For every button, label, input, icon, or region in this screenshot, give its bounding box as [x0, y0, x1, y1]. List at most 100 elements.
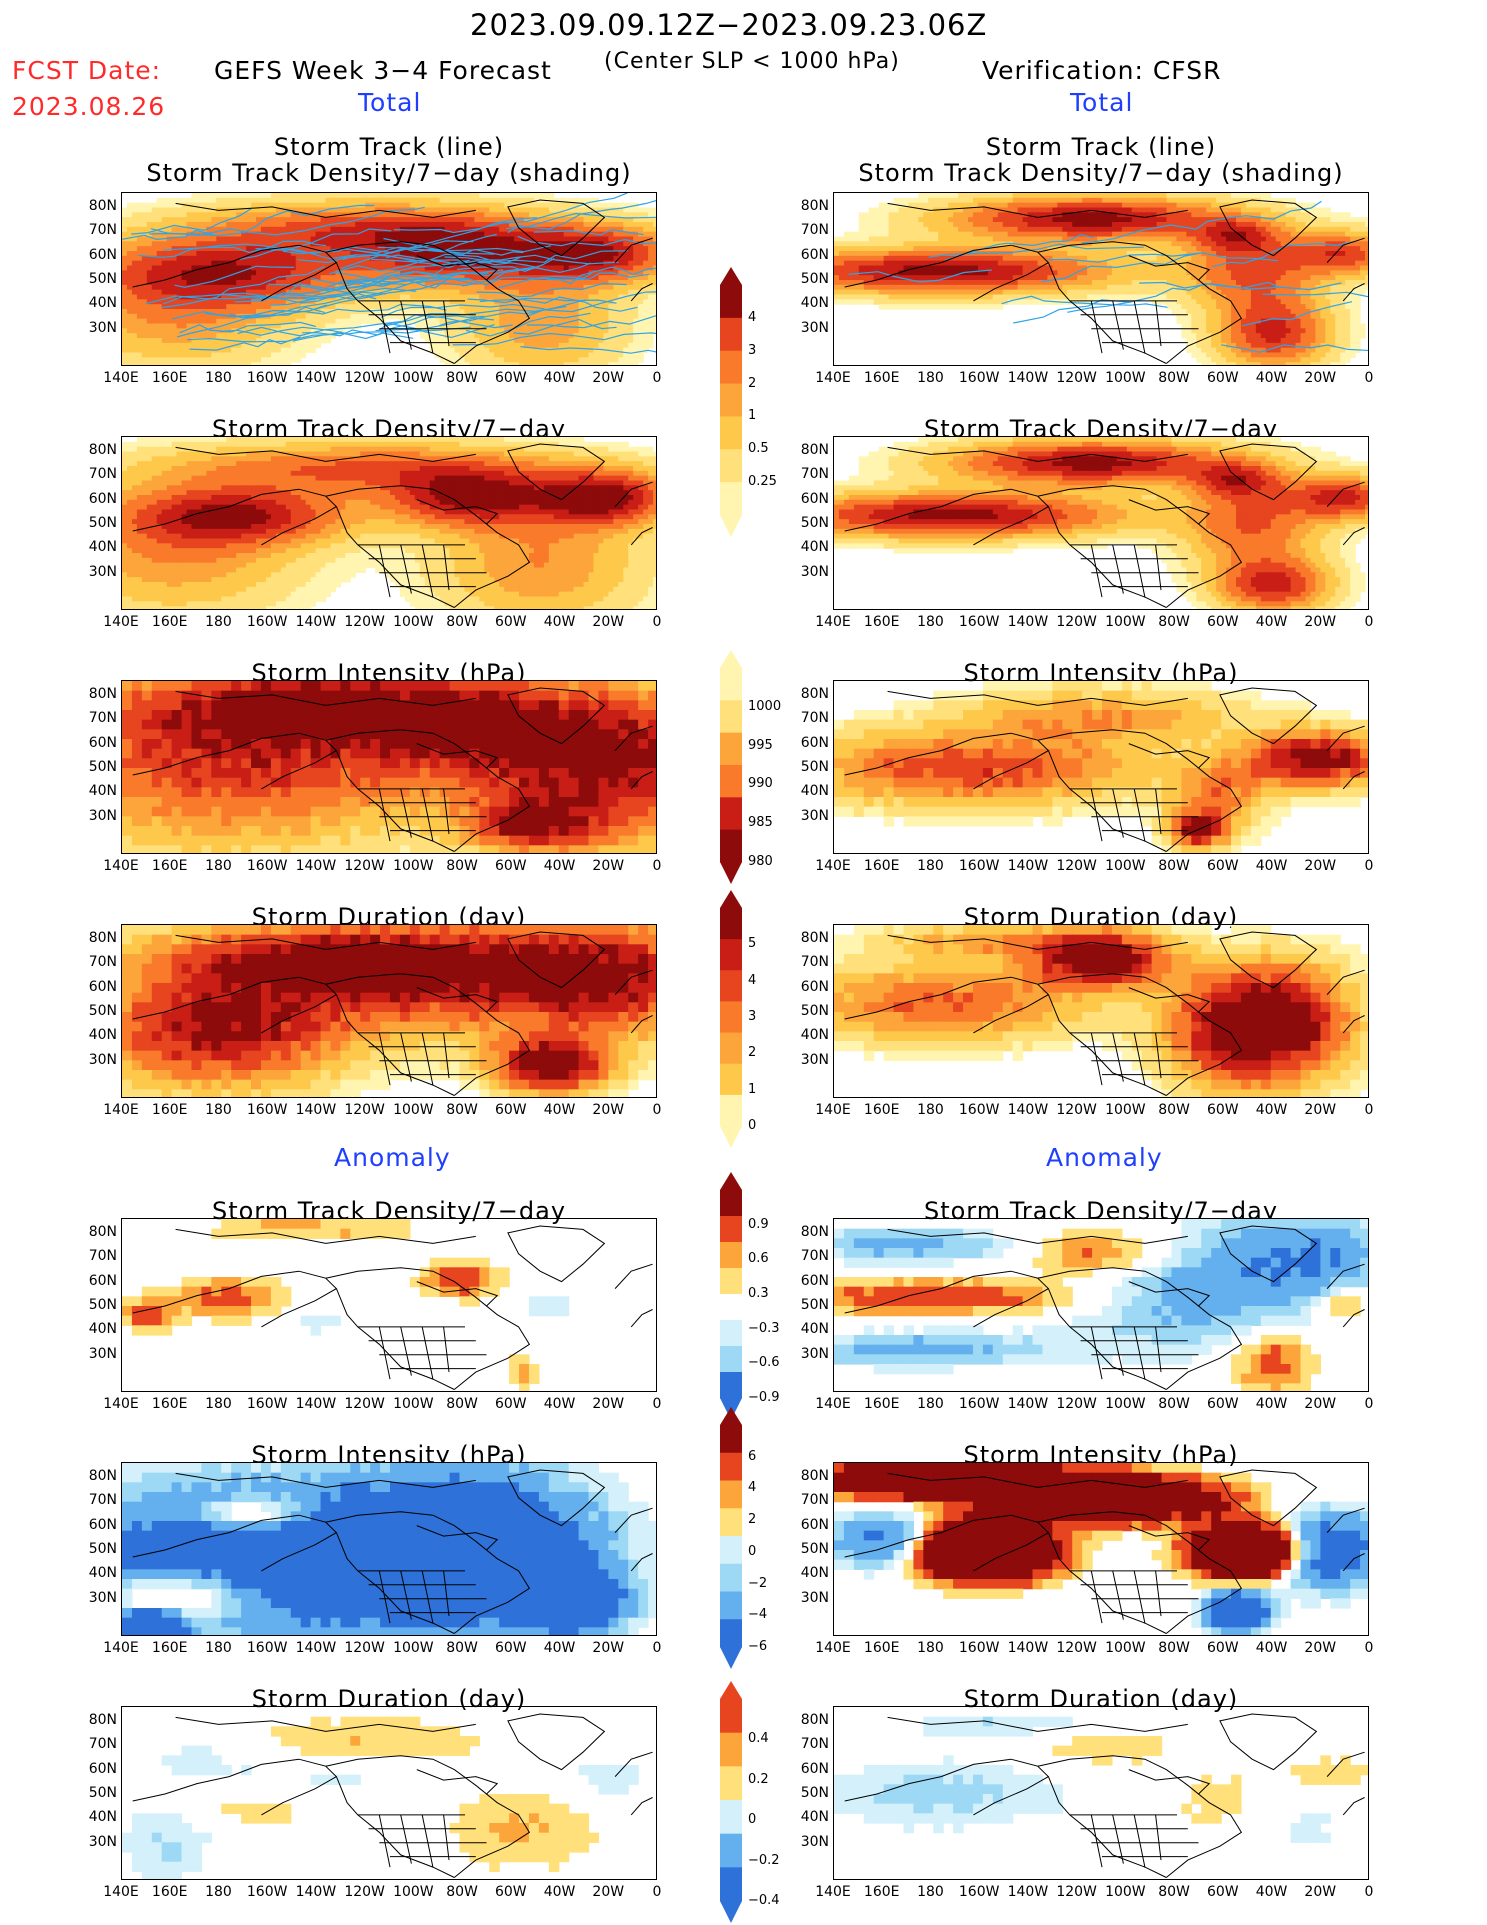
shade-cell [1082, 193, 1088, 199]
shade-cell [558, 362, 565, 365]
shade-cell [439, 299, 446, 305]
shade-cell [623, 362, 629, 365]
shade-cell [474, 193, 480, 199]
shade-cell [305, 304, 312, 310]
shade-cell [548, 357, 555, 363]
shade-cell [330, 275, 336, 281]
shade-cell [464, 217, 470, 223]
shade-cell [141, 251, 148, 257]
shade-cell [608, 294, 614, 300]
shade-cell [434, 241, 441, 247]
shade-cell [578, 338, 585, 344]
shade-cell [603, 309, 609, 315]
shade-cell [171, 212, 178, 218]
shade-cell [136, 231, 143, 238]
shade-cell [270, 313, 277, 320]
shade-cell [246, 289, 252, 296]
shade-cell [638, 255, 644, 262]
shade-cell [246, 299, 252, 305]
shade-cell [982, 231, 989, 238]
shade-cell [1126, 241, 1133, 247]
shade-cell [295, 313, 302, 320]
shade-cell [196, 280, 202, 286]
shade-cell [514, 304, 520, 310]
shade-cell [1057, 246, 1063, 252]
shade-cell [256, 270, 262, 276]
shade-cell [131, 202, 138, 209]
shade-cell [355, 212, 361, 218]
shade-cell [1176, 197, 1182, 204]
shade-cell [623, 309, 629, 315]
shade-cell [330, 241, 336, 247]
shade-cell [454, 226, 461, 233]
shade-cell [360, 207, 366, 213]
shade-cell [573, 226, 580, 233]
shade-cell [429, 217, 436, 223]
shade-cell [265, 280, 272, 286]
shade-cell [519, 309, 525, 315]
shade-cell [270, 212, 277, 218]
shade-cell [459, 265, 466, 271]
shade-cell [251, 236, 257, 242]
storm-track-line [251, 278, 430, 304]
shade-cell [524, 202, 530, 209]
shade-cell [479, 197, 485, 204]
shade-cell [1037, 212, 1044, 218]
shade-cell [1221, 222, 1227, 228]
shade-cell [335, 197, 341, 204]
shade-cell [241, 284, 247, 291]
shade-cell [613, 255, 619, 262]
shade-cell [928, 246, 934, 252]
shade-cell [290, 352, 297, 358]
shade-cell [598, 275, 604, 281]
shade-cell [638, 246, 644, 252]
shade-cell [295, 294, 302, 300]
shade-cell [265, 226, 272, 233]
shade-cell [270, 362, 277, 365]
shade-cell [588, 255, 595, 262]
shade-cell [201, 328, 207, 334]
shade-cell [231, 255, 237, 262]
shade-cell [1106, 222, 1113, 228]
shade-cell [1067, 231, 1073, 238]
shade-cell [270, 357, 277, 363]
shade-cell [588, 236, 595, 242]
shade-cell [429, 207, 436, 213]
shade-cell [613, 280, 619, 286]
shade-cell [246, 231, 252, 238]
shade-cell [251, 280, 257, 286]
shade-cell [628, 338, 634, 344]
shade-cell [583, 299, 590, 305]
shade-cell [241, 260, 247, 267]
left-total-label: Total [358, 88, 421, 117]
shade-cell [429, 299, 436, 305]
shade-cell [355, 265, 361, 271]
shade-cell [593, 217, 600, 223]
shade-cell [166, 352, 173, 358]
shade-cell [1151, 212, 1158, 218]
shade-cell [618, 294, 624, 300]
shade-cell [260, 270, 267, 276]
shade-cell [146, 265, 153, 271]
shade-cell [1092, 226, 1098, 233]
shade-cell [1181, 251, 1187, 257]
shade-cell [241, 342, 247, 349]
shade-cell [489, 347, 495, 354]
shade-cell [474, 352, 480, 358]
shade-cell [538, 207, 545, 213]
shade-cell [603, 226, 609, 233]
shade-cell [948, 222, 954, 228]
shade-cell [404, 275, 411, 281]
shade-cell [290, 323, 297, 329]
shade-cell [474, 197, 480, 204]
shade-cell [608, 212, 614, 218]
shade-cell [171, 197, 178, 204]
shade-cell [380, 294, 386, 300]
shade-cell [1087, 226, 1093, 233]
right-anomaly-label: Anomaly [1046, 1143, 1163, 1172]
shade-cell [122, 270, 128, 276]
shade-cell [628, 280, 634, 286]
shade-cell [484, 193, 490, 199]
shade-cell [923, 226, 929, 233]
shade-cell [938, 226, 944, 233]
